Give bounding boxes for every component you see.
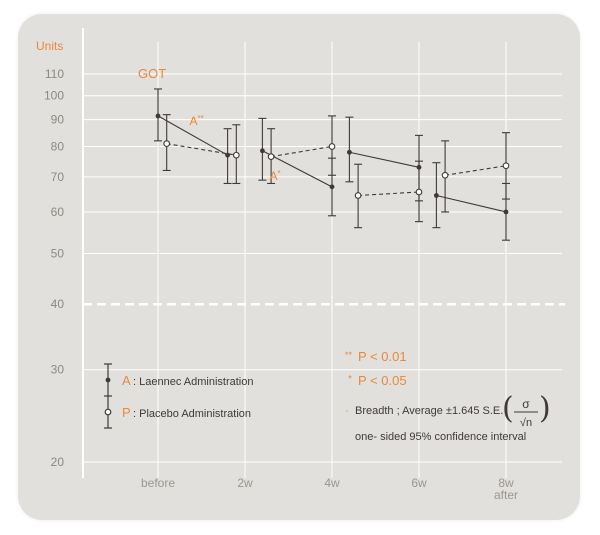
y-tick-labels: 110 100 90 80 70 60 50 40 30 20: [44, 67, 64, 469]
significance-annotation: A*: [270, 169, 281, 183]
fraction-sqrtn: √n: [520, 417, 532, 429]
p01-symbol: **: [345, 350, 353, 360]
placebo-series-line: [166, 143, 237, 156]
legend-a-marker: [104, 363, 112, 397]
laennec-series-line: [349, 151, 420, 168]
series-marks: [154, 88, 510, 241]
placebo-point: [267, 153, 275, 161]
laennec-point: [155, 113, 161, 119]
y-tick-label: 70: [51, 170, 65, 184]
laennec-point: [503, 209, 509, 215]
laennec-point: [260, 148, 265, 154]
paren-right: ): [539, 391, 551, 426]
y-tick-label: 20: [51, 455, 65, 469]
x-tick-label: 8w: [498, 476, 514, 490]
x-tick-sublabel: after: [494, 488, 518, 502]
placebo-point: [354, 192, 362, 199]
breadth-bullet: ·: [345, 405, 349, 417]
laennec-series-line: [157, 115, 228, 156]
laennec-point: [225, 152, 231, 158]
legend-p-marker: [104, 396, 112, 429]
p01-value: P < 0.01: [358, 349, 407, 364]
y-tick-label: 60: [51, 205, 65, 219]
significance-notes: ** P < 0.01 * P < 0.05 · Breadth ; Avera…: [345, 349, 551, 443]
significance-annotation: A**: [190, 114, 204, 128]
y-tick-label: 80: [51, 139, 65, 153]
significance-annotations: A** A*: [190, 114, 281, 183]
x-tick-label: 2w: [237, 476, 253, 490]
x-tick-label: before: [141, 476, 175, 490]
legend-a-text: : Laennec Administration: [133, 376, 253, 388]
p01-text: P < 0.01: [358, 349, 407, 364]
placebo-point: [441, 171, 449, 179]
p05-symbol: *: [348, 374, 352, 385]
y-axis-label: Units: [36, 39, 63, 53]
x-tick-label: 4w: [324, 476, 340, 490]
laennec-point: [434, 193, 439, 198]
legend-a-letter: A: [122, 373, 131, 388]
y-tick-label: 50: [51, 246, 65, 260]
laennec-series-line: [436, 194, 507, 213]
x-tick-label: 6w: [411, 476, 427, 490]
placebo-series-line: [445, 165, 507, 176]
ci-text: one- sided 95% confidence interval: [355, 431, 526, 443]
placebo-point: [415, 188, 423, 196]
y-tick-label: 100: [44, 89, 64, 103]
laennec-point: [329, 184, 335, 190]
placebo-point: [163, 140, 171, 148]
chart-label-got: GOT: [138, 66, 166, 81]
legend-p-text: : Placebo Administration: [133, 408, 251, 420]
laennec-point: [347, 149, 352, 155]
placebo-point: [502, 162, 510, 170]
paren-left: (: [502, 391, 514, 426]
placebo-point: [328, 143, 336, 150]
y-tick-label: 40: [51, 297, 65, 311]
gridlines: [82, 28, 565, 478]
y-tick-label: 90: [51, 113, 65, 127]
y-tick-label: 30: [51, 363, 65, 377]
placebo-point: [232, 151, 240, 159]
legend-p-letter: P: [122, 405, 131, 420]
chart-card: [18, 14, 580, 520]
legend: A : Laennec Administration P : Placebo A…: [104, 363, 253, 429]
y-tick-label: 110: [45, 67, 64, 81]
fraction-sigma: σ: [522, 397, 530, 411]
p05-text: P < 0.05: [358, 373, 407, 388]
placebo-series-line: [358, 191, 420, 197]
placebo-series-line: [271, 145, 333, 158]
breadth-text: Breadth ; Average ±1.645 S.E.: [355, 405, 503, 417]
